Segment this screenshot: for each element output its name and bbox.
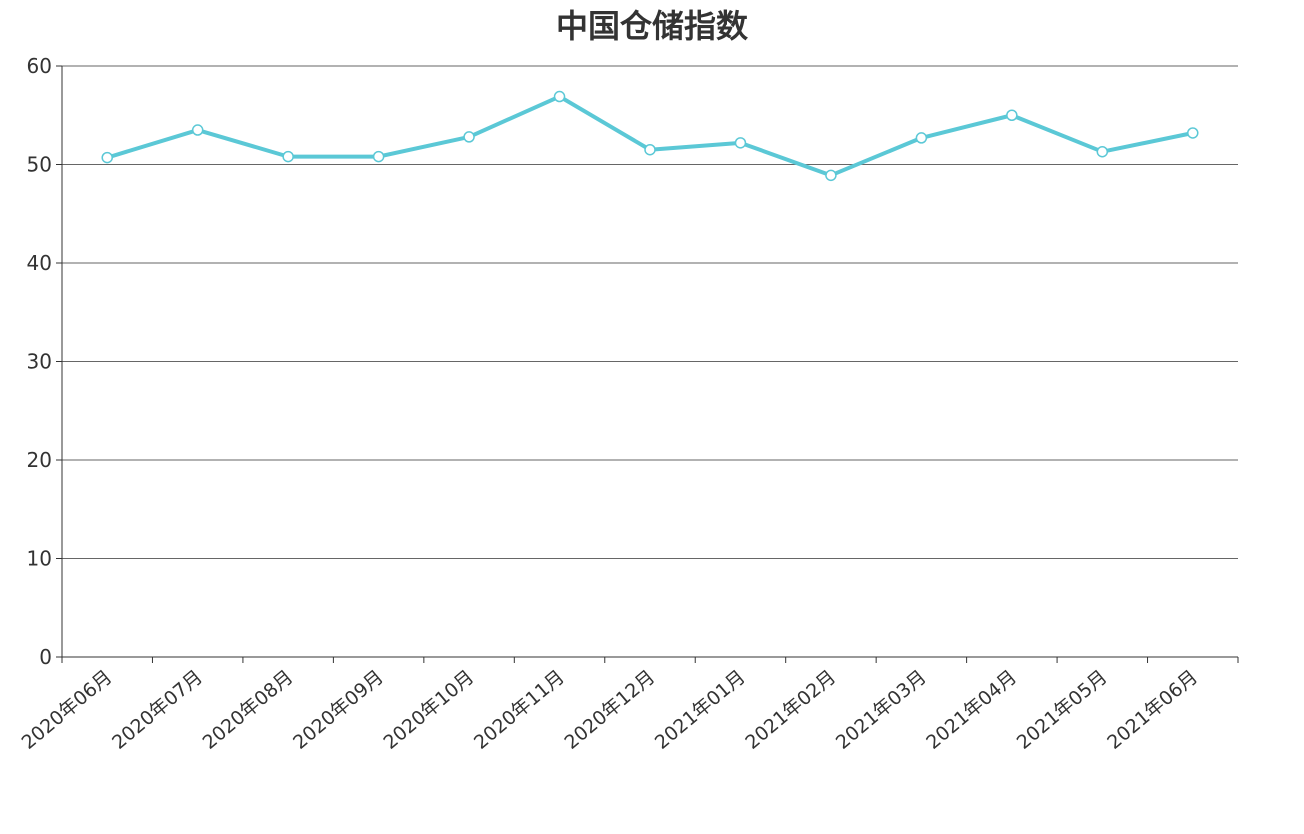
series-layer	[101, 90, 1199, 182]
x-axis-ticks: 2020年06月2020年07月2020年08月2020年09月2020年10月…	[18, 657, 1239, 754]
data-point	[101, 151, 113, 164]
data-point	[191, 124, 204, 136]
data-point	[553, 90, 566, 103]
y-axis-ticks: 0 10 20 30 40 50 60	[27, 54, 62, 669]
x-tick-label: 2021年03月	[832, 666, 931, 754]
x-tick-label: 2021年02月	[741, 666, 840, 754]
x-tick-label: 2021年05月	[1013, 666, 1112, 754]
series-line	[105, 94, 1195, 178]
x-tick-label: 2020年11月	[470, 666, 569, 754]
chart-title: 中国仓储指数	[556, 7, 749, 45]
gridlines	[62, 65, 1238, 559]
data-point	[915, 132, 928, 144]
x-tick-label: 2021年06月	[1103, 666, 1202, 754]
y-tick-label: 50	[27, 153, 52, 177]
data-point	[734, 137, 747, 149]
y-tick-label: 60	[27, 54, 52, 78]
x-tick-label: 2020年10月	[379, 666, 478, 754]
data-point	[463, 131, 475, 143]
data-point	[1006, 109, 1018, 121]
x-tick-label: 2021年01月	[651, 666, 750, 754]
y-tick-label: 30	[27, 350, 52, 374]
data-point	[372, 150, 385, 163]
y-tick-label: 40	[27, 251, 52, 275]
data-point	[644, 143, 656, 156]
x-tick-label: 2020年06月	[18, 666, 117, 754]
y-tick-label: 10	[27, 547, 52, 571]
x-tick-label: 2021年04月	[922, 666, 1021, 754]
x-tick-label: 2020年08月	[199, 666, 298, 754]
data-point	[1096, 145, 1109, 158]
data-point	[282, 150, 294, 163]
x-tick-label: 2020年09月	[289, 666, 388, 754]
y-tick-label: 0	[39, 645, 52, 669]
y-tick-label: 20	[27, 448, 52, 472]
x-tick-label: 2020年12月	[560, 666, 659, 754]
data-point	[825, 169, 837, 182]
x-tick-label: 2020年07月	[108, 666, 207, 754]
data-point	[1187, 127, 1199, 139]
